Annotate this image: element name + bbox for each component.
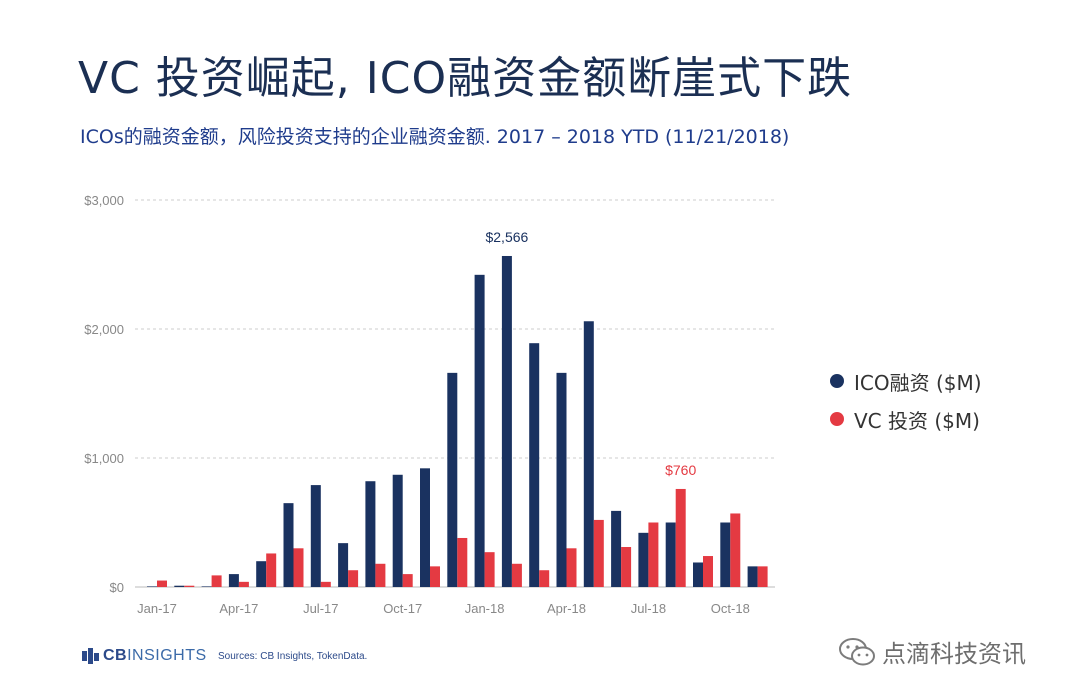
x-tick-label: Jul-18 bbox=[631, 601, 666, 616]
ico-bar bbox=[201, 586, 212, 587]
y-tick-label: $2,000 bbox=[84, 322, 124, 337]
x-tick-label: Apr-18 bbox=[547, 601, 586, 616]
ico-bar bbox=[365, 481, 376, 587]
ico-bar bbox=[583, 321, 594, 587]
ico-bar bbox=[556, 372, 567, 587]
chart-title: VC 投资崛起, ICO融资金额断崖式下跌 bbox=[78, 53, 853, 104]
vc-bar bbox=[402, 574, 413, 587]
ico-bar bbox=[310, 485, 321, 587]
ico-bar bbox=[174, 585, 185, 587]
legend-item-vc: VC 投资 ($M) bbox=[830, 400, 982, 438]
logo-light-text: INSIGHTS bbox=[127, 647, 207, 664]
ico-bar bbox=[338, 543, 349, 587]
chart-subtitle: ICOs的融资金额，风险投资支持的企业融资金额. 2017 – 2018 YTD… bbox=[80, 126, 790, 148]
data-label: $760 bbox=[665, 462, 696, 478]
ico-bar bbox=[665, 522, 676, 587]
ico-bar bbox=[447, 372, 458, 587]
vc-bar bbox=[348, 570, 359, 587]
vc-bar bbox=[375, 563, 386, 587]
x-tick-label: Jan-18 bbox=[465, 601, 505, 616]
vc-bar bbox=[703, 556, 713, 587]
vc-bar bbox=[593, 519, 604, 587]
ico-bar bbox=[392, 474, 403, 587]
x-tick-label: Oct-18 bbox=[711, 601, 750, 616]
ico-bar bbox=[256, 561, 267, 587]
source-note: Sources: CB Insights, TokenData. bbox=[218, 651, 368, 662]
cbinsights-logo-icon bbox=[82, 648, 100, 664]
data-label: $2,566 bbox=[485, 229, 528, 245]
y-tick-label: $0 bbox=[110, 580, 124, 595]
vc-bar bbox=[457, 537, 468, 587]
vc-bar bbox=[266, 553, 277, 587]
logo-bold-text: CB bbox=[103, 647, 128, 664]
legend-swatch-ico bbox=[830, 374, 844, 388]
legend: ICO融资 ($M) VC 投资 ($M) bbox=[830, 362, 982, 438]
vc-bar bbox=[730, 513, 741, 587]
vc-bar bbox=[157, 580, 167, 587]
ico-bar bbox=[474, 274, 485, 587]
ico-bar bbox=[529, 343, 540, 587]
vc-bar bbox=[320, 581, 331, 587]
legend-label-ico: ICO融资 ($M) bbox=[854, 370, 982, 395]
wechat-icon bbox=[839, 637, 875, 665]
ico-bar bbox=[747, 566, 758, 587]
legend-label-vc: VC 投资 ($M) bbox=[854, 408, 980, 433]
y-tick-label: $1,000 bbox=[84, 451, 124, 466]
legend-swatch-vc bbox=[830, 412, 844, 426]
ico-bar bbox=[501, 255, 512, 587]
ico-bar bbox=[283, 503, 294, 587]
ico-bar bbox=[611, 510, 622, 587]
watermark: 点滴科技资讯 bbox=[838, 634, 1026, 669]
vc-bar bbox=[675, 488, 686, 587]
vc-bar bbox=[211, 575, 222, 587]
ico-bar bbox=[720, 522, 731, 587]
x-tick-label: Apr-17 bbox=[219, 601, 258, 616]
vc-bar bbox=[511, 563, 522, 587]
vc-bar bbox=[648, 522, 659, 587]
vc-bar bbox=[566, 548, 577, 587]
y-tick-label: $3,000 bbox=[84, 193, 124, 208]
vc-bar bbox=[757, 566, 768, 587]
ico-bar bbox=[420, 468, 430, 587]
vc-bar bbox=[430, 566, 440, 587]
vc-bar bbox=[621, 547, 632, 587]
ico-bar bbox=[638, 532, 649, 587]
x-tick-label: Jan-17 bbox=[137, 601, 177, 616]
logo-wordmark: CBINSIGHTS bbox=[103, 647, 207, 665]
watermark-text: 点滴科技资讯 bbox=[882, 640, 1026, 668]
vc-bar bbox=[238, 581, 249, 587]
vc-bar bbox=[293, 548, 304, 587]
x-tick-label: Jul-17 bbox=[303, 601, 338, 616]
ico-bar bbox=[693, 562, 703, 587]
legend-item-ico: ICO融资 ($M) bbox=[830, 362, 982, 400]
ico-bar bbox=[147, 586, 157, 587]
cbinsights-logo: CBINSIGHTS bbox=[82, 647, 207, 665]
vc-bar bbox=[184, 585, 195, 587]
vc-bar bbox=[484, 552, 495, 587]
ico-bar bbox=[228, 574, 239, 587]
vc-bar bbox=[539, 570, 550, 587]
x-tick-label: Oct-17 bbox=[383, 601, 422, 616]
